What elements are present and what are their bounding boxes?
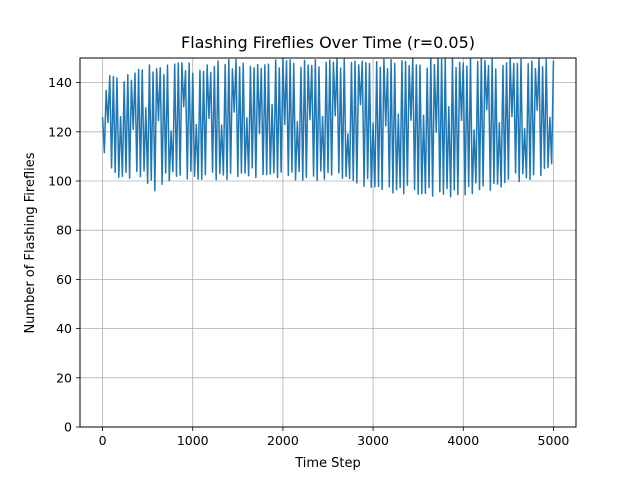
x-tick-label: 0 — [99, 433, 107, 448]
y-tick-label: 20 — [56, 370, 72, 385]
x-tick-label: 3000 — [357, 433, 389, 448]
chart-title: Flashing Fireflies Over Time (r=0.05) — [181, 33, 475, 52]
x-tick-label: 5000 — [538, 433, 570, 448]
y-axis-label: Number of Flashing Fireflies — [23, 152, 38, 333]
x-tick-label: 1000 — [177, 433, 209, 448]
x-tick-label: 4000 — [447, 433, 479, 448]
y-tick-label: 140 — [48, 75, 72, 90]
series-layer — [101, 58, 555, 198]
series-line — [101, 58, 555, 198]
y-tick-label: 120 — [48, 124, 72, 139]
x-axis-label: Time Step — [294, 456, 361, 471]
y-tick-label: 60 — [56, 272, 72, 287]
y-tick-label: 0 — [64, 420, 72, 435]
x-tick-label: 2000 — [267, 433, 299, 448]
ticks: 0 1000 2000 3000 4000 5000 0 20 40 60 80 100 120 140 — [48, 75, 569, 448]
y-tick-label: 40 — [56, 321, 72, 336]
plot-frame — [79, 57, 577, 428]
y-tick-label: 100 — [48, 174, 72, 189]
y-tick-label: 80 — [56, 223, 72, 238]
